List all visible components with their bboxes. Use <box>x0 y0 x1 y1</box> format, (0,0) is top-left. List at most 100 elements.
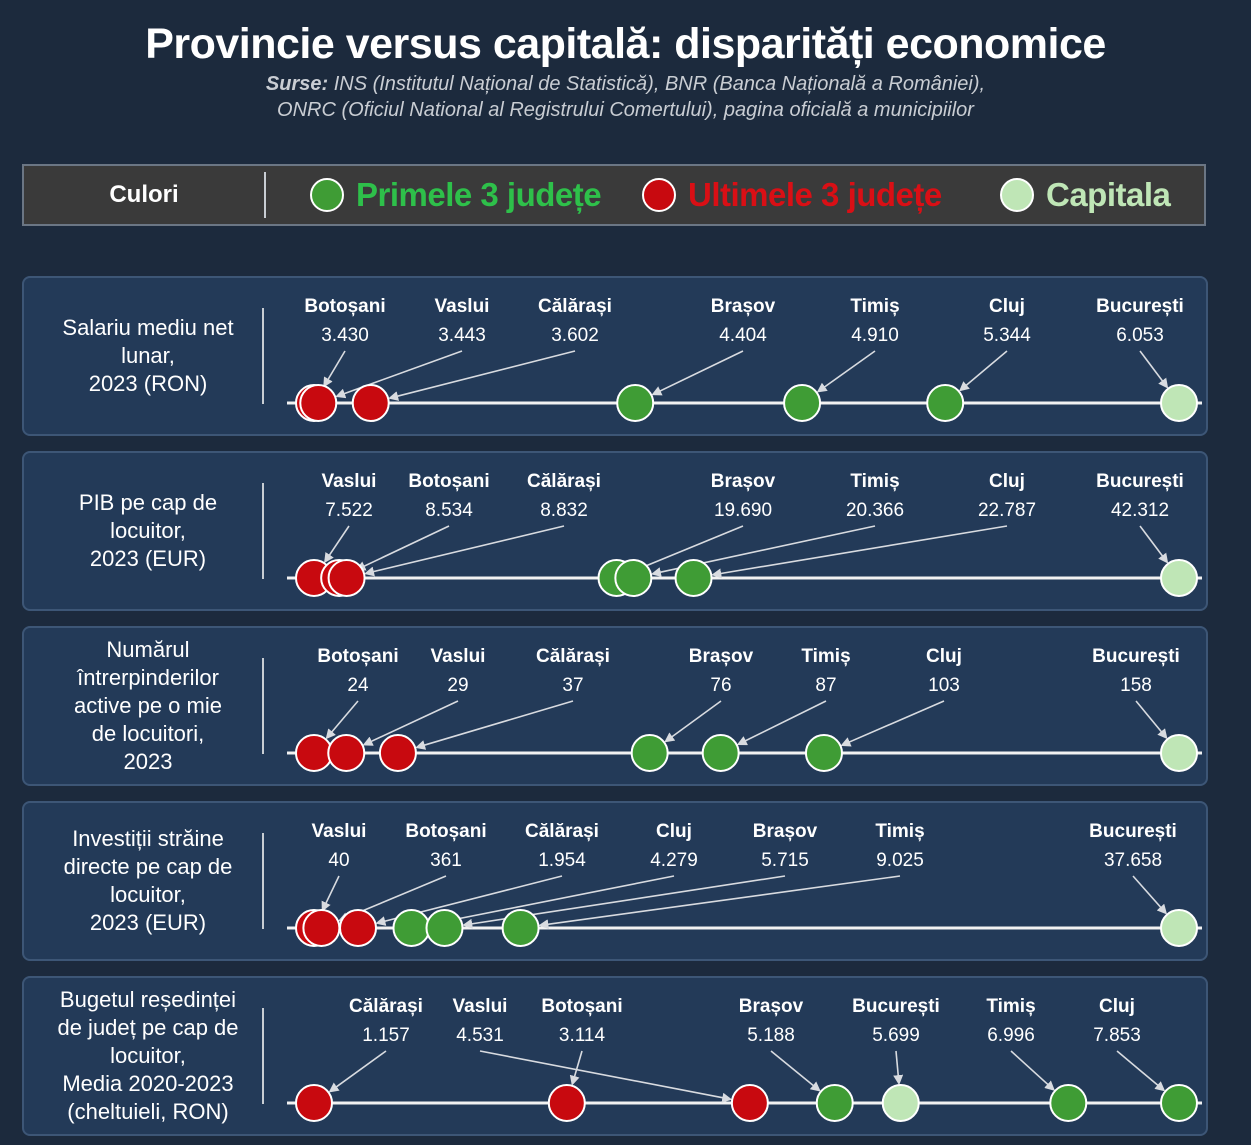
pointer-arrow <box>355 525 450 571</box>
indicator-panel-3: Numărul întrerpinderilor active pe o mie de… <box>22 626 1208 786</box>
county-name-label: Brașov <box>711 296 776 317</box>
value-label: 4.910 <box>851 325 899 346</box>
value-label: 7.522 <box>325 500 373 521</box>
value-label: 5.188 <box>747 1025 795 1046</box>
dot-botosani <box>302 909 341 947</box>
pointer-arrow <box>479 1050 733 1103</box>
color-legend: Culori Primele 3 județe Ultimele 3 județ… <box>22 164 1206 226</box>
red-dot-icon <box>642 178 676 212</box>
dot-timis <box>501 909 540 947</box>
pointer-arrow <box>770 1050 821 1092</box>
dot-bucuresti <box>881 1084 920 1122</box>
dot-calarasi <box>327 559 366 597</box>
pointer-arrow <box>1139 525 1169 564</box>
dot-plot: Vaslui 40 Botoșani 361 Călărași 1.954 Cluj 4.27… <box>287 821 1202 947</box>
value-label: 20.366 <box>846 500 904 521</box>
pointer-arrow <box>364 525 565 577</box>
indicator-label: Investiții străine directe pe cap de locui… <box>30 803 266 959</box>
legend-label-bottom-3: Ultimele 3 județe <box>688 176 942 213</box>
indicator-label-line: Media 2020-2023 <box>62 1071 234 1096</box>
county-name-label: București <box>1096 296 1184 317</box>
value-label: 40 <box>328 850 349 871</box>
indicator-label-line: Numărul <box>106 637 190 662</box>
value-label: 29 <box>447 675 468 696</box>
indicator-label-line: Investiții străine <box>72 826 224 851</box>
indicator-label: Salariu mediu net lunar, 2023 (RON) <box>30 278 266 434</box>
indicator-label-line: 2023 (EUR) <box>89 910 207 935</box>
value-label: 8.534 <box>425 500 473 521</box>
pointer-arrow <box>569 1050 583 1086</box>
panel-divider <box>262 833 264 929</box>
value-label: 6.996 <box>987 1025 1035 1046</box>
value-label: 5.715 <box>761 850 809 871</box>
county-name-label: Botoșani <box>408 471 489 492</box>
dot-brasov <box>425 909 464 947</box>
indicator-panel-5: Bugetul reședinței de județ pe cap de locu… <box>22 976 1208 1136</box>
dot-cluj <box>392 909 431 947</box>
pointer-arrow <box>1010 1050 1055 1091</box>
indicator-label-line: locuitor, <box>110 882 186 907</box>
county-name-label: Călărași <box>536 646 610 667</box>
pointer-arrow <box>1132 875 1168 915</box>
legend-title: Culori <box>109 181 179 208</box>
indicator-label-line: Bugetul reședinței <box>59 987 237 1012</box>
value-label: 24 <box>347 675 369 696</box>
pointer-arrow <box>736 700 827 746</box>
dot-bucuresti <box>1160 384 1198 422</box>
dot-brasov <box>630 734 669 772</box>
indicator-label: Bugetul reședinței de județ pe cap de locu… <box>30 978 266 1134</box>
value-label: 3.443 <box>438 325 486 346</box>
value-label: 37.658 <box>1104 850 1162 871</box>
indicator-label-line: întrerpinderilor <box>77 665 219 690</box>
county-name-label: Călărași <box>525 821 599 842</box>
pointer-arrow <box>328 1050 387 1093</box>
county-name-label: Vaslui <box>453 996 508 1017</box>
panel-divider <box>262 1008 264 1104</box>
county-name-label: Călărași <box>538 296 612 317</box>
indicator-label-line: de județ pe cap de <box>57 1015 239 1040</box>
dot-vaslui <box>327 734 366 772</box>
panel-divider <box>262 483 264 579</box>
indicator-label: Numărul întrerpinderilor active pe o mie de… <box>30 628 266 784</box>
county-name-label: Cluj <box>656 821 692 842</box>
county-name-label: Cluj <box>926 646 962 667</box>
indicator-panel-4: Investiții străine directe pe cap de locui… <box>22 801 1208 961</box>
panel-divider <box>262 658 264 754</box>
indicator-label-line: (cheltuieli, RON) <box>67 1099 229 1124</box>
county-name-label: Botoșani <box>541 996 622 1017</box>
pointer-arrow <box>1116 1050 1166 1092</box>
value-label: 4.404 <box>719 325 767 346</box>
value-label: 37 <box>562 675 583 696</box>
county-name-label: Brașov <box>739 996 804 1017</box>
dot-calarasi <box>295 1084 333 1122</box>
indicator-label-line: 2023 <box>123 749 173 774</box>
indicator-label-line: lunar, <box>121 343 175 368</box>
value-label: 1.954 <box>538 850 586 871</box>
value-label: 76 <box>710 675 731 696</box>
pointer-arrow <box>323 350 346 388</box>
dot-cluj <box>674 559 713 597</box>
dot-calarasi <box>378 734 417 772</box>
dot-timis <box>701 734 740 772</box>
sources-subtitle: Surse: INS (Institutul Național de Stati… <box>0 71 1251 123</box>
dot-plot: Botoșani 3.430 Vaslui 3.443 Călărași 3.602 Bra… <box>287 296 1202 422</box>
county-name-label: Vaslui <box>431 646 486 667</box>
value-label: 3.430 <box>321 325 369 346</box>
dot-brasov <box>616 384 655 422</box>
value-label: 6.053 <box>1116 325 1164 346</box>
value-label: 5.699 <box>872 1025 920 1046</box>
pointer-arrow <box>321 875 340 912</box>
legend-item-top-3: Primele 3 județe <box>310 166 602 224</box>
value-label: 4.531 <box>456 1025 504 1046</box>
value-label: 361 <box>430 850 462 871</box>
county-name-label: București <box>1092 646 1180 667</box>
indicator-panel-2: PIB pe cap de locuitor, 2023 (EUR) Vaslui 7.… <box>22 451 1208 611</box>
county-name-label: București <box>1096 471 1184 492</box>
county-name-label: Brașov <box>711 471 776 492</box>
pointer-arrow <box>840 700 945 747</box>
legend-divider <box>264 172 266 218</box>
sources-line-1: INS (Institutul Național de Statistică),… <box>328 73 986 95</box>
panel-divider <box>262 308 264 404</box>
value-label: 22.787 <box>978 500 1036 521</box>
pointer-arrow <box>388 350 576 401</box>
